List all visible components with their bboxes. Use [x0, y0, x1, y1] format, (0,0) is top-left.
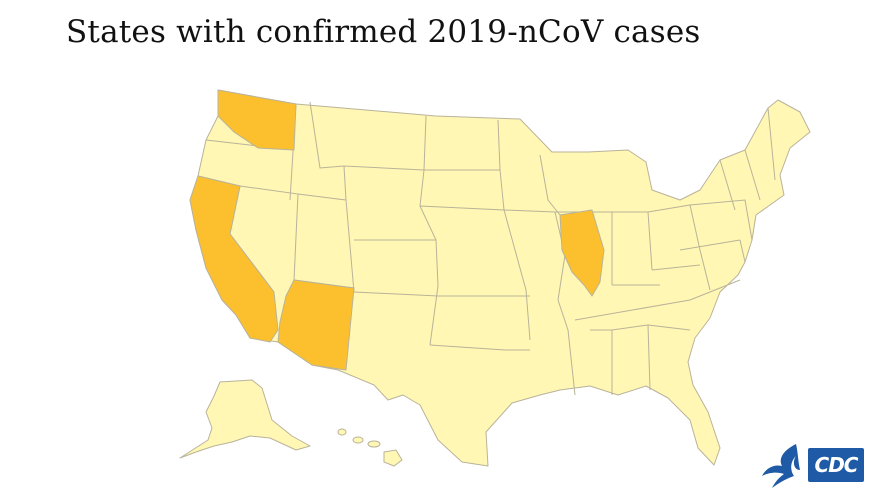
cdc-wordmark: CDC	[808, 448, 864, 482]
state-arizona	[277, 279, 355, 371]
state-alaska	[179, 379, 311, 459]
state-washington	[217, 89, 297, 151]
state-california	[189, 175, 279, 343]
state-boundaries	[197, 101, 776, 396]
state-illinois	[559, 209, 605, 297]
page-title: States with confirmed 2019-nCoV cases	[66, 14, 701, 50]
hhs-eagle-icon	[762, 444, 800, 488]
cdc-logo: CDC	[756, 440, 886, 490]
state-hawaii	[337, 428, 403, 467]
